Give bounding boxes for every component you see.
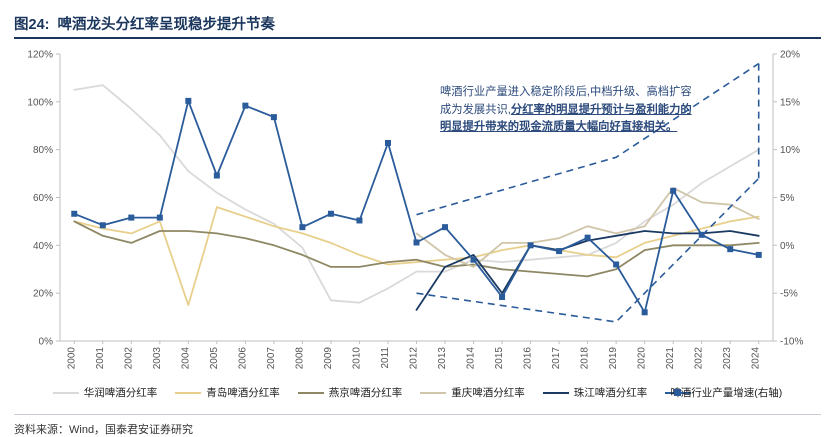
legend-swatch-icon <box>542 391 569 394</box>
legend-item-1[interactable]: 青岛啤酒分红率 <box>175 385 280 400</box>
chart-area: 0% 20% 40% 60% 80% 100% 120% -10% -5% 0% 5% 10% 15% 2… <box>14 44 821 389</box>
line-chart: 0% 20% 40% 60% 80% 100% 120% -10% -5% 0% 5% 10% 15% 2… <box>27 50 803 370</box>
svg-text:2011: 2011 <box>380 347 391 369</box>
svg-text:2020: 2020 <box>637 347 648 370</box>
legend-item-3[interactable]: 重庆啤酒分红率 <box>420 385 525 400</box>
legend-marker-icon <box>674 389 682 396</box>
svg-text:20%: 20% <box>33 289 53 300</box>
svg-text:2023: 2023 <box>722 347 733 370</box>
svg-text:2003: 2003 <box>152 347 163 370</box>
bottom-divider <box>14 414 821 415</box>
annotation-line-1: 啤酒行业产量进入稳定阶段后,中档升级、高档扩容 <box>440 86 692 98</box>
annotation-line-2-underline: 分红率的明显提升预计与盈利能力的 <box>510 103 692 116</box>
legend-item-0[interactable]: 华润啤酒分红率 <box>52 385 158 400</box>
legend-swatch-icon <box>297 391 324 394</box>
chart-annotation: 啤酒行业产量进入稳定阶段后,中档升级、高档扩容 成为发展共识,分红率的明显提升预… <box>440 84 740 137</box>
svg-text:2006: 2006 <box>237 347 248 370</box>
svg-text:2008: 2008 <box>294 347 305 370</box>
annotation-line-3-underline: 明显提升带来的现金流质量大幅向好直接相关。 <box>440 121 678 133</box>
svg-text:15%: 15% <box>780 97 800 108</box>
svg-text:2007: 2007 <box>266 347 277 370</box>
page-title: 啤酒龙头分红率呈现稳步提升节奏 <box>57 16 275 33</box>
svg-text:2004: 2004 <box>180 347 191 370</box>
legend-label: 啤酒行业产量增速(右轴) <box>670 387 783 399</box>
legend-swatch-icon <box>175 391 202 394</box>
svg-text:2021: 2021 <box>665 347 676 370</box>
svg-text:5%: 5% <box>780 193 795 204</box>
annotation-line-2: 成为发展共识, <box>440 103 511 116</box>
svg-text:2019: 2019 <box>608 347 619 370</box>
svg-text:2018: 2018 <box>580 347 591 370</box>
svg-text:2012: 2012 <box>409 347 420 370</box>
legend-label: 燕京啤酒分红率 <box>328 387 403 399</box>
legend-label: 华润啤酒分红率 <box>83 387 158 399</box>
legend-item-5[interactable]: 啤酒行业产量增速(右轴) <box>665 385 782 400</box>
svg-text:10%: 10% <box>780 145 800 156</box>
svg-text:60%: 60% <box>33 193 53 204</box>
legend-label: 珠江啤酒分红率 <box>573 387 648 399</box>
svg-text:2005: 2005 <box>209 347 220 370</box>
svg-text:2010: 2010 <box>351 347 362 370</box>
legend-swatch-icon <box>420 391 447 394</box>
svg-text:2000: 2000 <box>66 347 77 370</box>
svg-text:2015: 2015 <box>494 347 505 370</box>
svg-text:80%: 80% <box>33 145 53 156</box>
figure-number: 图24: <box>14 16 50 33</box>
svg-text:2022: 2022 <box>694 347 705 370</box>
legend-item-4[interactable]: 珠江啤酒分红率 <box>542 385 648 400</box>
figure-header: 图24: 啤酒龙头分红率呈现稳步提升节奏 <box>14 10 821 36</box>
svg-text:-10%: -10% <box>780 337 803 348</box>
legend-swatch-icon <box>52 391 79 394</box>
title-divider <box>14 37 821 39</box>
svg-text:2009: 2009 <box>323 347 334 370</box>
legend-label: 青岛啤酒分红率 <box>206 387 280 399</box>
svg-text:2017: 2017 <box>551 347 562 370</box>
chart-legend: 华润啤酒分红率 青岛啤酒分红率 燕京啤酒分红率 重庆啤酒分红率 珠江啤酒分红率 啤酒行业产… <box>14 385 821 400</box>
svg-text:2014: 2014 <box>466 347 477 370</box>
svg-text:40%: 40% <box>33 241 53 252</box>
svg-text:20%: 20% <box>780 50 800 61</box>
source-note: 资料来源：Wind，国泰君安证券研究 <box>14 424 194 436</box>
svg-text:-5%: -5% <box>780 289 798 300</box>
legend-label: 重庆啤酒分红率 <box>451 387 525 399</box>
svg-text:2001: 2001 <box>95 347 106 370</box>
svg-text:100%: 100% <box>27 97 53 108</box>
svg-text:0%: 0% <box>780 241 795 252</box>
svg-text:2002: 2002 <box>123 347 134 370</box>
svg-text:0%: 0% <box>39 337 54 348</box>
svg-text:2016: 2016 <box>523 347 534 370</box>
svg-text:2013: 2013 <box>437 347 448 370</box>
legend-item-2[interactable]: 燕京啤酒分红率 <box>297 385 403 400</box>
svg-text:120%: 120% <box>27 50 53 61</box>
svg-text:2024: 2024 <box>751 347 762 370</box>
